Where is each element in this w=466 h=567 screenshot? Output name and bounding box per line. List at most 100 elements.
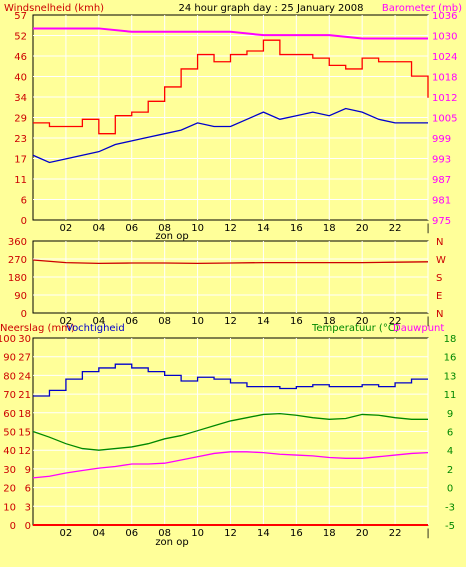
rain-tick-label: 30 [18, 334, 31, 345]
x-tick-label: | [426, 223, 429, 234]
x-tick-label: 04 [92, 528, 105, 539]
y-left-tick-label: 11 [14, 175, 27, 186]
humidity-tick-label: 70 [3, 390, 16, 401]
humidity-tick-label: 30 [3, 465, 16, 476]
temperature-tick-label: -3 [445, 502, 455, 513]
chart-series [32, 27, 429, 526]
x-tick-label: 02 [60, 528, 73, 539]
y-left-tick-label: 6 [21, 196, 27, 207]
rain-tick-label: 24 [18, 371, 31, 382]
temperature-tick-label: 0 [447, 484, 453, 495]
rain-tick-label: 18 [18, 409, 31, 420]
humidity-tick-label: 60 [3, 409, 16, 420]
humidity-tick-label: 0 [10, 521, 16, 532]
y-right-tick-label: 981 [432, 196, 451, 207]
y-left-tick-label: 57 [14, 11, 27, 22]
x-tick-label: 14 [257, 528, 270, 539]
vochtigheid-title: Vochtigheid [66, 323, 125, 334]
x-tick-label: 08 [158, 223, 171, 234]
y-left-tick-label: 29 [14, 114, 27, 125]
temperature-tick-label: 16 [444, 353, 457, 364]
y-left-tick-label: 0 [21, 216, 27, 227]
wind-average-line [32, 107, 428, 164]
x-tick-label: 16 [290, 528, 303, 539]
y-right-tick-label: 987 [432, 175, 451, 186]
humidity-tick-label: 40 [3, 446, 16, 457]
y-right-tick-label: 1005 [432, 114, 457, 125]
sunrise-label-1: zon op [155, 231, 188, 242]
x-tick-label: 18 [323, 316, 336, 327]
barometer-line [33, 27, 428, 40]
temperature-line [32, 412, 428, 451]
x-tick-label: 10 [191, 316, 204, 327]
rain-tick-label: 21 [18, 390, 31, 401]
neerslag-title: Neerslag (mm) [0, 323, 75, 334]
windsnelheid-title: Windsnelheid (kmh) [4, 3, 104, 14]
x-tick-label: 16 [290, 223, 303, 234]
rain-tick-label: 3 [25, 502, 31, 513]
barometer-title: Barometer (mb) [382, 3, 462, 14]
direction-tick-label: 270 [8, 255, 27, 266]
direction-tick-label: 180 [8, 273, 27, 284]
x-tick-label: 18 [323, 223, 336, 234]
y-left-tick-label: 40 [14, 73, 27, 84]
rain-tick-label: 27 [18, 353, 31, 364]
x-tick-label: | [426, 528, 429, 539]
graph-day-title: 24 hour graph day : 25 January 2008 [179, 3, 364, 14]
x-tick-label: 18 [323, 528, 336, 539]
x-tick-label: 12 [224, 528, 237, 539]
y-left-tick-label: 34 [14, 93, 27, 104]
compass-tick-label: N [436, 309, 443, 320]
compass-tick-label: S [436, 273, 442, 284]
x-tick-label: 20 [356, 223, 369, 234]
direction-tick-label: 360 [8, 237, 27, 248]
temperature-tick-label: 18 [444, 334, 457, 345]
dewpoint-line [32, 451, 429, 479]
y-left-tick-label: 17 [14, 155, 27, 166]
x-tick-label: 14 [257, 316, 270, 327]
rain-tick-label: 15 [18, 428, 31, 439]
y-right-tick-label: 1024 [432, 52, 457, 63]
temperature-tick-label: 11 [444, 390, 457, 401]
x-tick-label: 02 [60, 223, 73, 234]
y-right-tick-label: 999 [432, 134, 451, 145]
wind-direction-line [32, 259, 429, 265]
x-tick-label: 10 [191, 528, 204, 539]
x-tick-label: 02 [60, 316, 73, 327]
y-left-tick-label: 46 [14, 52, 27, 63]
x-tick-label: 22 [389, 223, 402, 234]
rain-tick-label: 0 [25, 521, 31, 532]
rain-tick-label: 12 [18, 446, 31, 457]
x-tick-label: | [426, 316, 429, 327]
dauwpunt-title: Dauwpunt [393, 323, 444, 334]
y-right-tick-label: 975 [432, 216, 451, 227]
temperatuur-title: Temperatuur (°C) [311, 323, 399, 334]
x-tick-label: 16 [290, 316, 303, 327]
direction-tick-label: 0 [21, 309, 27, 320]
x-tick-label: 12 [224, 223, 237, 234]
humidity-tick-label: 50 [3, 428, 16, 439]
x-tick-label: 08 [158, 316, 171, 327]
temperature-tick-label: -5 [445, 521, 455, 532]
y-right-tick-label: 993 [432, 155, 451, 166]
x-tick-label: 06 [125, 316, 138, 327]
panel-direction-grid [33, 241, 429, 313]
direction-tick-label: 90 [14, 291, 27, 302]
humidity-tick-label: 10 [3, 502, 16, 513]
y-left-tick-label: 52 [14, 32, 27, 43]
y-right-tick-label: 1030 [432, 32, 457, 43]
temperature-tick-label: 6 [447, 428, 453, 439]
compass-tick-label: N [436, 237, 443, 248]
x-tick-label: 04 [92, 316, 105, 327]
x-tick-label: 22 [389, 528, 402, 539]
y-right-tick-label: 1012 [432, 93, 457, 104]
x-tick-label: 04 [92, 223, 105, 234]
y-right-tick-label: 1018 [432, 73, 457, 84]
x-tick-label: 22 [389, 316, 402, 327]
humidity-line [33, 363, 428, 397]
temperature-tick-label: 4 [447, 446, 453, 457]
humidity-tick-label: 20 [3, 484, 16, 495]
x-tick-label: 06 [125, 223, 138, 234]
humidity-tick-label: 90 [3, 353, 16, 364]
